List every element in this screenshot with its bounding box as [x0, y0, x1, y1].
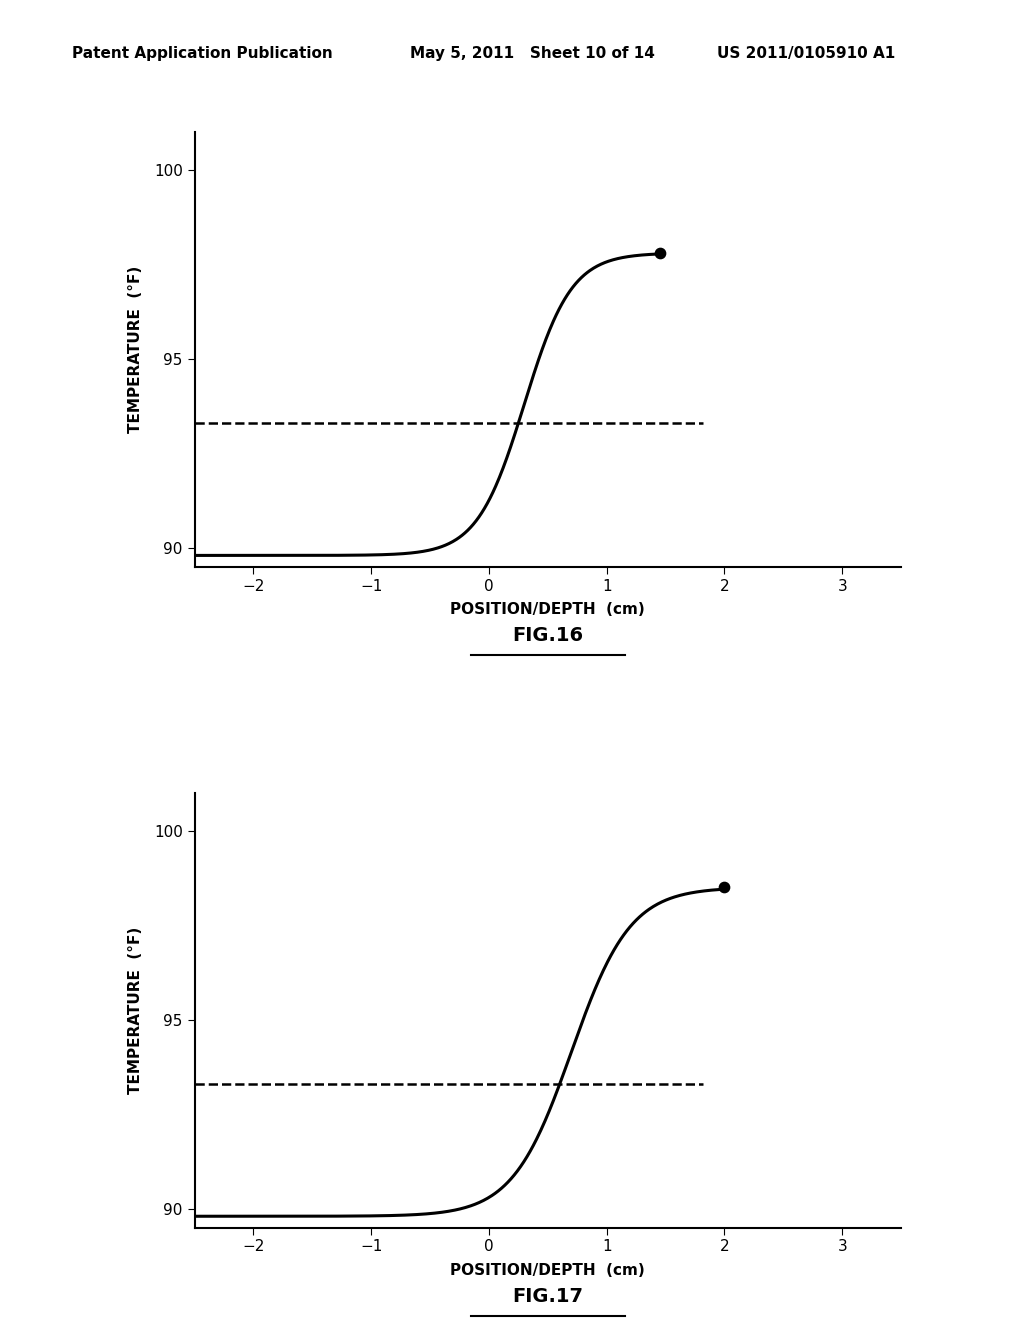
- Text: FIG.16: FIG.16: [512, 626, 584, 645]
- Y-axis label: TEMPERATURE  (°F): TEMPERATURE (°F): [128, 927, 142, 1094]
- X-axis label: POSITION/DEPTH  (cm): POSITION/DEPTH (cm): [451, 1263, 645, 1278]
- Text: Patent Application Publication: Patent Application Publication: [72, 46, 333, 61]
- Point: [651, 243, 668, 264]
- Point: [717, 876, 733, 898]
- X-axis label: POSITION/DEPTH  (cm): POSITION/DEPTH (cm): [451, 602, 645, 616]
- Text: US 2011/0105910 A1: US 2011/0105910 A1: [717, 46, 895, 61]
- Text: May 5, 2011   Sheet 10 of 14: May 5, 2011 Sheet 10 of 14: [410, 46, 654, 61]
- Text: FIG.17: FIG.17: [512, 1287, 584, 1305]
- Y-axis label: TEMPERATURE  (°F): TEMPERATURE (°F): [128, 265, 142, 433]
